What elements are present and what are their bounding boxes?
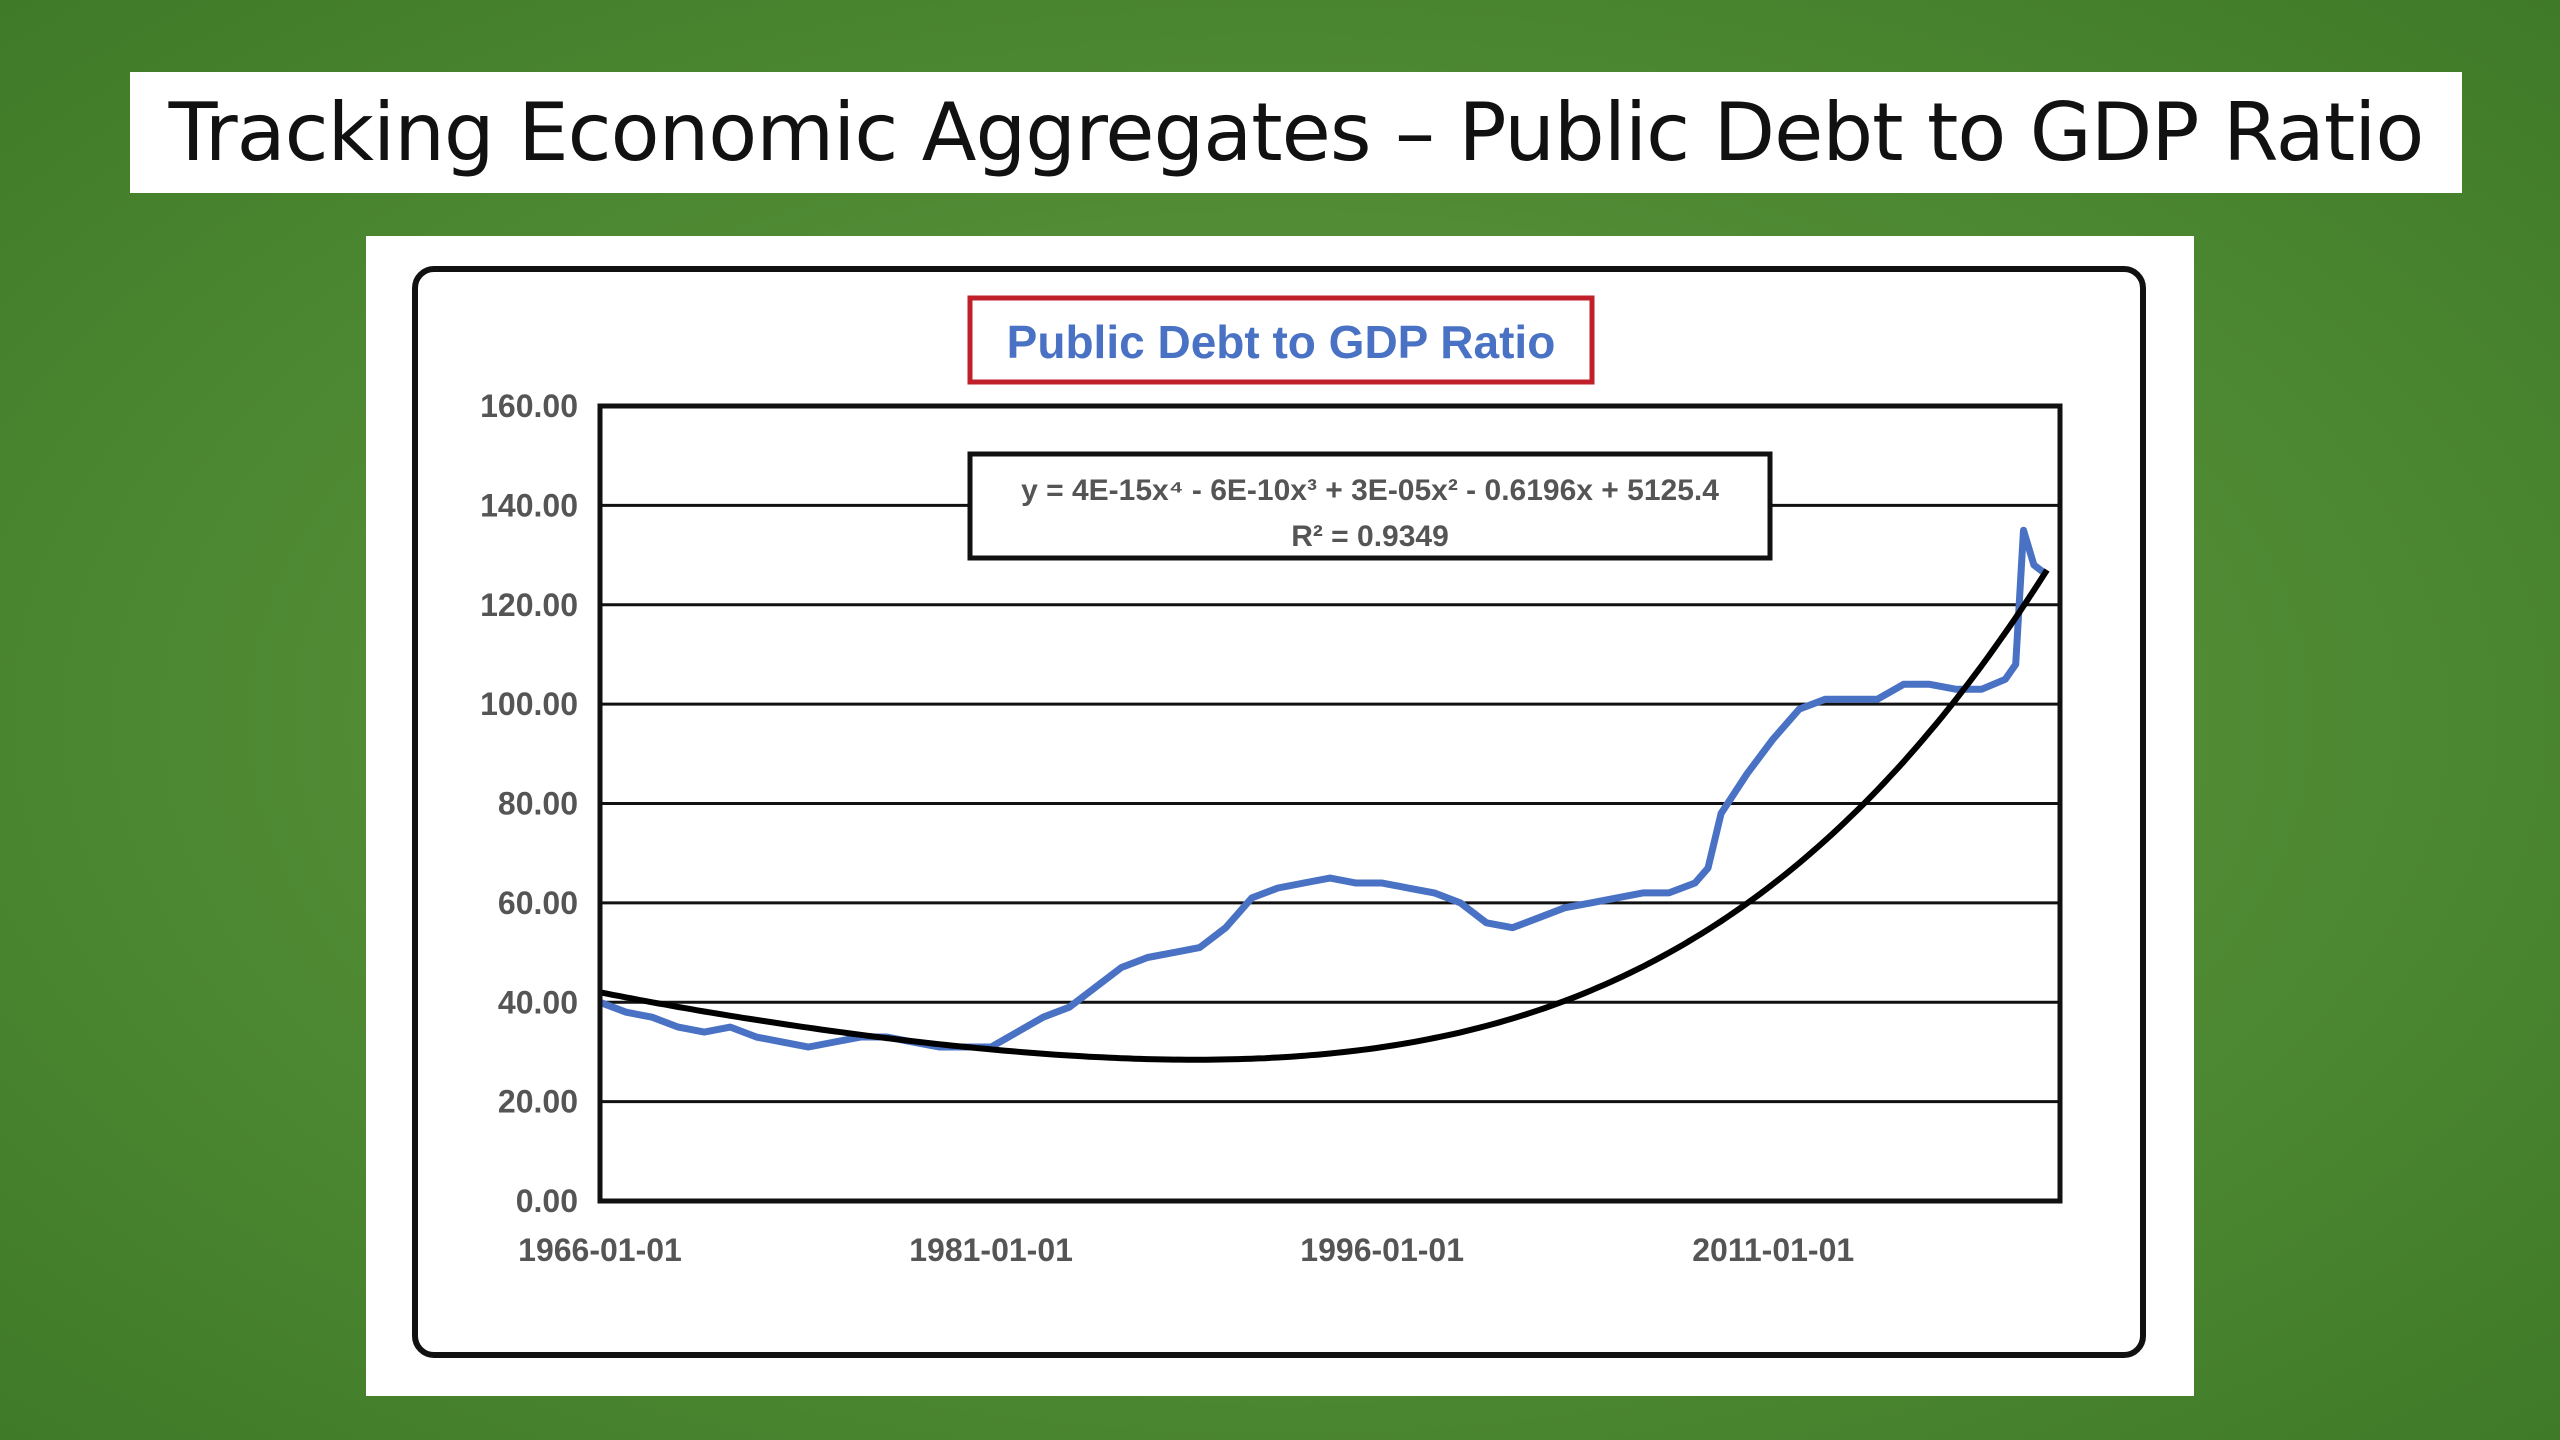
- chart-svg: Public Debt to GDP Ratio 0.00 20.00 40.00 6…: [480, 295, 2063, 1268]
- y-tick-label: 160.00: [480, 388, 578, 424]
- y-tick-label: 80.00: [498, 786, 578, 822]
- grid-layer: [600, 503, 2060, 1104]
- chart-frame: Public Debt to GDP Ratio 0.00 20.00 40.00 6…: [412, 266, 2146, 1358]
- chart-title: Public Debt to GDP Ratio: [1007, 316, 1556, 368]
- chart-title-box: [967, 295, 1595, 385]
- trendline-r2: R² = 0.9349: [1291, 520, 1449, 553]
- x-tick-label: 1966-01-01: [518, 1232, 682, 1268]
- y-tick-label: 60.00: [498, 885, 578, 921]
- y-tick-label: 40.00: [498, 984, 578, 1020]
- slide-title: Tracking Economic Aggregates – Public De…: [168, 86, 2425, 179]
- series-layer: [598, 526, 2050, 1051]
- y-tick-label: 140.00: [480, 487, 578, 523]
- trend-layer: [599, 568, 2050, 1063]
- x-tick-label: 1996-01-01: [1300, 1232, 1464, 1268]
- y-tick-label: 0.00: [516, 1183, 578, 1219]
- y-tick-label: 120.00: [480, 587, 578, 623]
- axis-labels: 0.00 20.00 40.00 60.00 80.00 100.00 120.00 140.…: [480, 388, 1854, 1268]
- plot-area-border: [597, 403, 2063, 1204]
- slide-title-bar: Tracking Economic Aggregates – Public De…: [130, 72, 2462, 193]
- x-tick-label: 2011-01-01: [1692, 1232, 1854, 1268]
- y-tick-label: 100.00: [480, 686, 578, 722]
- x-tick-label: 1981-01-01: [909, 1232, 1073, 1268]
- trendline-equation-box: [967, 451, 1773, 561]
- trendline-equation: y = 4E-15x⁴ - 6E-10x³ + 3E-05x² - 0.6196…: [1021, 474, 1719, 507]
- trend-line: [599, 568, 2050, 1063]
- chart-panel: Public Debt to GDP Ratio 0.00 20.00 40.00 6…: [366, 236, 2194, 1396]
- series-line: [598, 526, 2050, 1051]
- y-tick-label: 20.00: [498, 1084, 578, 1120]
